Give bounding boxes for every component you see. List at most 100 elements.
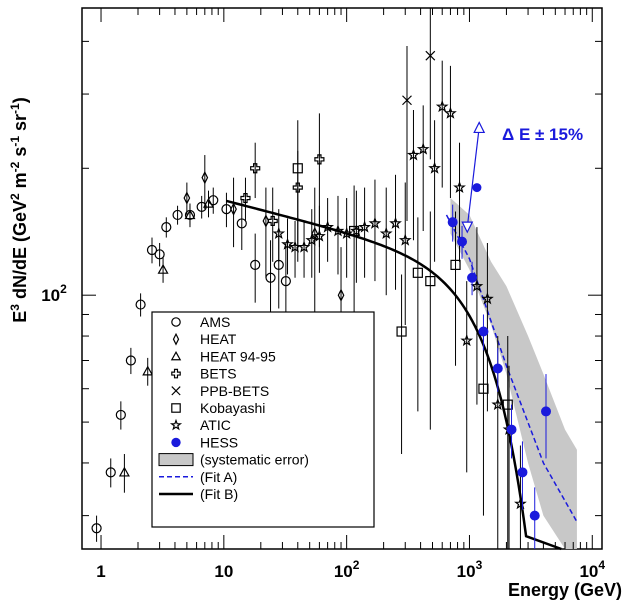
point-atic (272, 226, 286, 240)
point-hess (478, 326, 489, 337)
legend-symbol-atic (169, 418, 183, 431)
series-atic (272, 60, 527, 549)
legend (151, 311, 375, 528)
legend-label-ams: AMS (200, 314, 230, 330)
point-atic (349, 224, 363, 237)
legend-symbol-heat-94-95 (170, 350, 182, 361)
y-tick-label: 102 (41, 282, 67, 305)
point-hess (457, 236, 468, 247)
systematic-band (450, 198, 577, 550)
point-atic (398, 233, 412, 246)
series-ppb-bets (402, 8, 436, 221)
legend-entry-kobayashi: Kobayashi (171, 400, 265, 416)
point-heat (183, 191, 191, 205)
x-tick-label: 10 (214, 562, 233, 581)
point-heat-94-95 (157, 263, 169, 274)
point-bets (292, 182, 303, 193)
legend-entry-fit-a: (Fit A) (159, 469, 237, 485)
point-heat (230, 202, 237, 216)
point-atic (379, 226, 393, 240)
point-atic (435, 99, 449, 113)
legend-entry-systematic-error: (systematic error) (158, 452, 309, 468)
point-atic (281, 237, 294, 250)
energy-shift-annotation (461, 121, 486, 234)
systematic-band-layer (450, 198, 577, 550)
point-ams (236, 218, 247, 229)
point-heat-94-95 (184, 209, 196, 220)
point-hess (541, 406, 552, 417)
point-atic (358, 220, 371, 233)
energy-shift-upper-marker (473, 121, 486, 134)
legend-label-kobayashi: Kobayashi (200, 400, 265, 416)
point-ams (105, 467, 116, 478)
axis-layer: 1 10 102 103 104 102 (41, 8, 605, 581)
legend-entry-ams: AMS (171, 314, 230, 330)
x-tick-label: 103 (457, 558, 483, 581)
x-tick-label: 102 (334, 558, 360, 581)
energy-shift-lower-marker (461, 221, 474, 234)
point-atic (313, 229, 326, 242)
point-atic (407, 148, 420, 161)
legend-symbol-ams (171, 317, 181, 327)
point-atic (460, 333, 474, 347)
point-ams (161, 222, 172, 233)
point-ams (91, 523, 102, 534)
point-ppb-bets (402, 95, 412, 106)
point-atic (481, 292, 494, 305)
point-atic (428, 161, 441, 174)
series-heat-94-95 (118, 190, 215, 493)
legend-entry-ppb-bets: PPB-BETS (171, 383, 269, 399)
point-heat (201, 170, 209, 185)
point-heat-94-95 (142, 365, 154, 376)
point-atic (491, 397, 505, 411)
point-ams (115, 409, 126, 421)
point-atic (416, 142, 430, 155)
point-ams (125, 355, 136, 366)
point-kobayashi (425, 275, 436, 287)
point-ams (172, 209, 183, 221)
point-kobayashi (478, 383, 489, 394)
point-ppb-bets (425, 50, 436, 61)
point-atic (340, 226, 354, 240)
point-bets (240, 192, 251, 204)
point-kobayashi (292, 163, 303, 174)
point-hess (447, 217, 458, 228)
legend-symbol-kobayashi (171, 403, 181, 413)
point-ams (250, 259, 261, 270)
point-hess (467, 272, 478, 283)
point-ams (280, 275, 291, 287)
legend-label-systematic-error: (systematic error) (200, 452, 309, 468)
point-atic (297, 240, 311, 253)
plot-frame (81, 7, 603, 550)
point-bets (267, 215, 278, 227)
energy-shift-point (472, 183, 482, 193)
y-axis-title: E3 dN/dE (GeV2 m-2 s-1 sr-1) (8, 97, 30, 322)
legend-label-fit-a: (Fit A) (200, 469, 237, 485)
legend-symbol-bets (171, 368, 181, 379)
legend-label-bets: BETS (200, 366, 237, 382)
legend-entry-atic: ATIC (169, 417, 231, 433)
point-bets (314, 154, 325, 165)
energy-shift-line (466, 127, 480, 228)
legend-entry-heat: HEAT (172, 331, 237, 347)
series-hess (447, 204, 552, 549)
x-tick-label: 104 (579, 558, 605, 581)
data-layer (91, 8, 552, 549)
legend-symbol-hess (171, 437, 181, 448)
legend-symbol-heat (172, 332, 180, 346)
legend-label-hess: HESS (200, 434, 238, 450)
fit-b-line (226, 199, 562, 551)
legend-symbol-ppb-bets (171, 386, 181, 396)
point-hess (506, 424, 517, 435)
point-hess (492, 363, 503, 374)
x-tick-label: 1 (96, 562, 105, 581)
point-ams (154, 249, 165, 260)
x-axis-title: Energy (GeV) (508, 580, 622, 600)
point-kobayashi (412, 267, 423, 278)
point-atic (470, 279, 484, 292)
series-kobayashi (292, 120, 513, 549)
point-heat-94-95 (202, 197, 215, 208)
point-kobayashi (396, 326, 407, 337)
point-atic (389, 216, 402, 229)
